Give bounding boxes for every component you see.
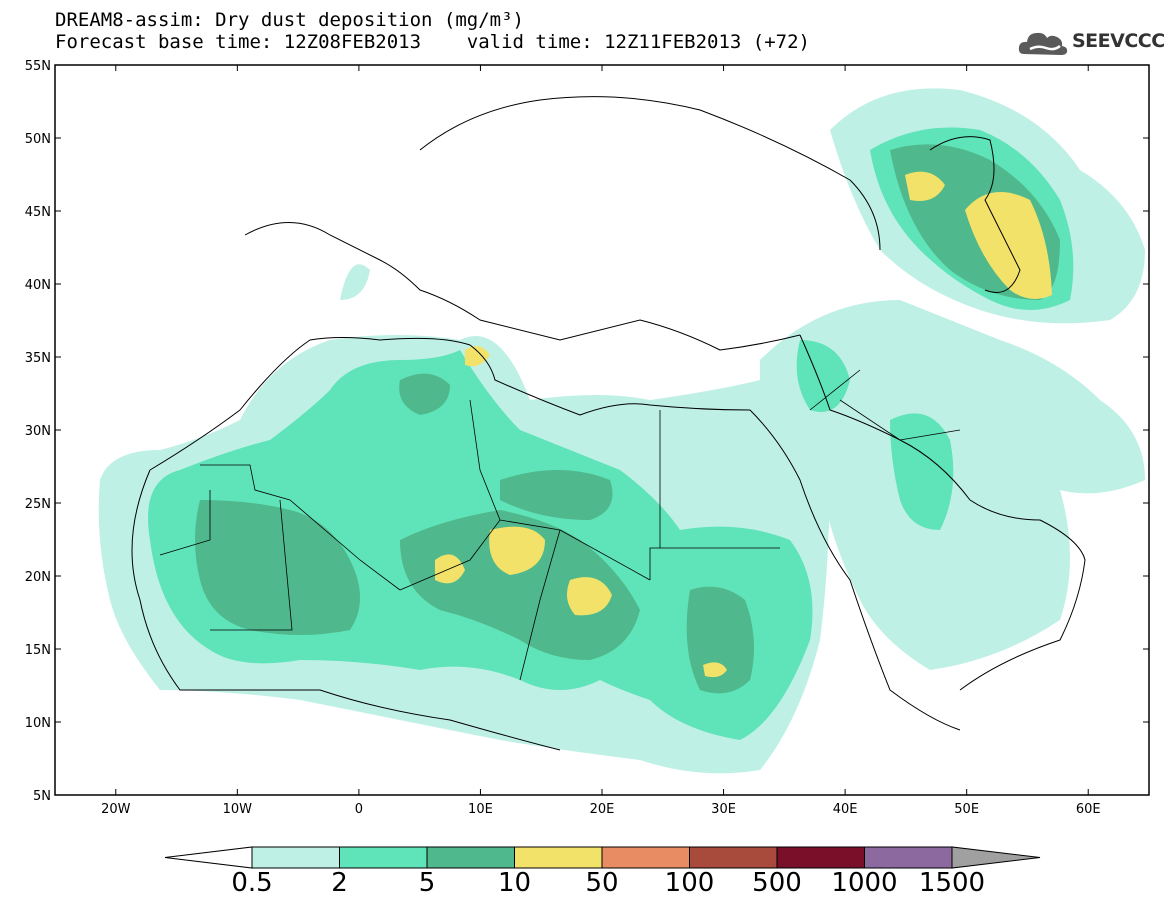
map-title: DREAM8-assim: Dry dust deposition (mg/m³… — [55, 9, 524, 31]
colorbar-swatch — [514, 846, 603, 869]
lat-label: 20N — [25, 570, 51, 585]
colorbar — [164, 846, 1041, 869]
lon-label: 20W — [101, 802, 131, 817]
political-borders — [159, 369, 961, 681]
colorbar-under-arrow — [164, 846, 253, 869]
colorbar-label: 10 — [497, 868, 532, 898]
latitude-labels: 55N 50N 45N 40N 35N 30N 25N 20N 15N 10N 5N — [25, 59, 51, 804]
lat-label: 55N — [25, 59, 51, 74]
axis-ticks — [55, 64, 1149, 796]
lon-label: 60E — [1076, 802, 1101, 817]
lon-label: 0 — [355, 802, 363, 817]
colorbar-swatch — [601, 846, 690, 869]
lat-label: 10N — [25, 716, 51, 731]
seevccc-logo: SEEVCCC — [1016, 24, 1165, 60]
lat-label: 25N — [25, 497, 51, 512]
colorbar-swatch — [776, 846, 865, 869]
colorbar-label: 100 — [664, 868, 715, 898]
colorbar-label: 1000 — [831, 868, 898, 898]
longitude-labels: 20W 10W 0 10E 20E 30E 40E 50E 60E — [101, 802, 1101, 817]
lat-label: 30N — [25, 424, 51, 439]
lon-label: 40E — [833, 802, 858, 817]
lon-label: 30E — [711, 802, 736, 817]
lat-label: 45N — [25, 205, 51, 220]
lat-label: 15N — [25, 643, 51, 658]
colorbar-swatch — [426, 846, 515, 869]
colorbar-label: 500 — [752, 868, 802, 898]
colorbar-label: 50 — [585, 868, 619, 898]
lat-label: 50N — [25, 132, 51, 147]
coastlines — [131, 96, 1086, 751]
colorbar-swatch — [339, 846, 428, 869]
lon-label: 50E — [954, 802, 979, 817]
colorbar-label: 5 — [418, 868, 436, 898]
colorbar-label: 1500 — [918, 868, 986, 898]
colorbar-swatch — [689, 846, 778, 869]
lon-label: 10W — [223, 802, 253, 817]
colorbar-label: 0.5 — [231, 868, 273, 898]
lon-label: 20E — [590, 802, 615, 817]
colorbar-over-arrow — [951, 846, 1041, 869]
map-subtitle: Forecast base time: 12Z08FEB2013 valid t… — [55, 31, 810, 53]
colorbar-label: 2 — [331, 868, 348, 898]
lat-label: 40N — [25, 278, 51, 293]
lon-label: 10E — [468, 802, 493, 817]
logo-text: SEEVCCC — [1072, 30, 1165, 52]
colorbar-swatch — [864, 846, 953, 869]
lat-label: 35N — [25, 351, 51, 366]
lat-label: 5N — [33, 789, 51, 804]
colorbar-swatch — [251, 846, 340, 869]
cloud-logo-icon — [1018, 32, 1068, 55]
